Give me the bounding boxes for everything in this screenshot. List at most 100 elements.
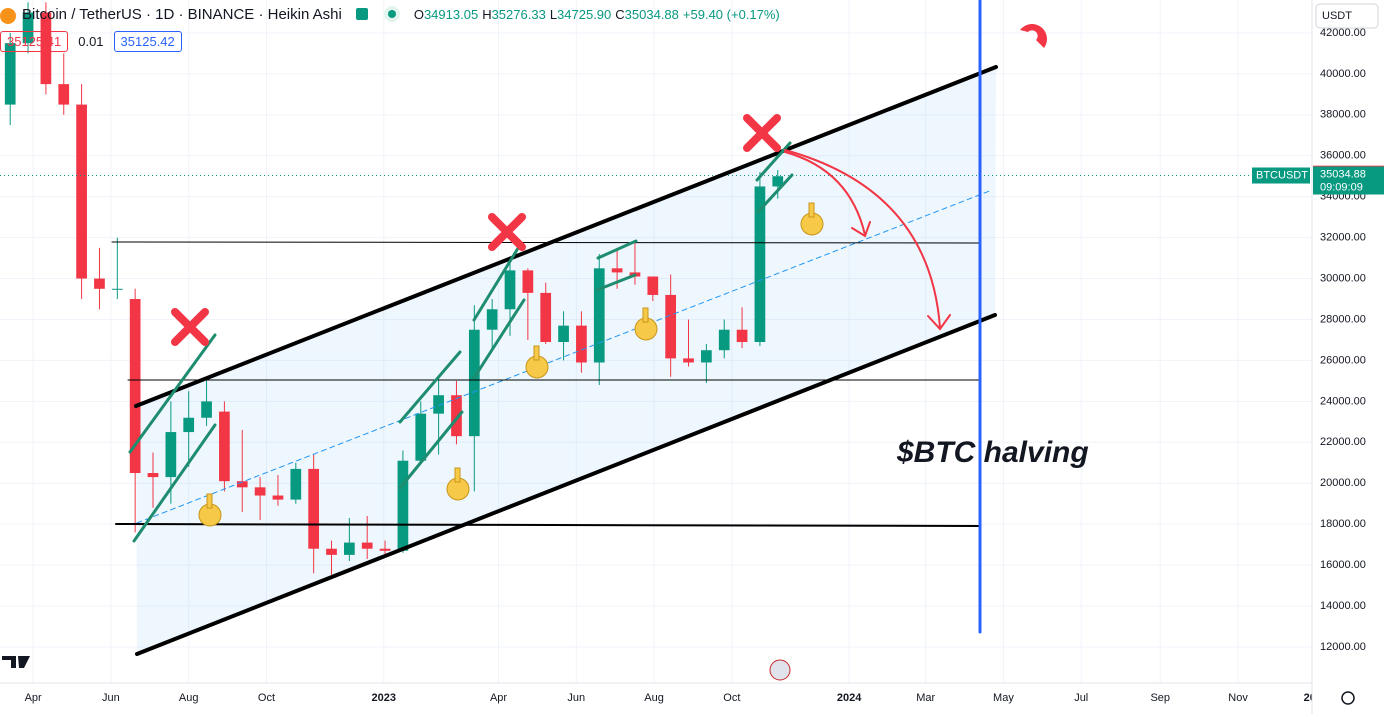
candle-body (361, 542, 373, 549)
x-tick-label: Nov (1228, 692, 1248, 704)
candle-body (147, 473, 159, 478)
candles (0, 2, 1312, 576)
candle-body (40, 12, 52, 85)
y-tick-label: 38000.00 (1320, 109, 1366, 121)
coin-icon (0, 8, 16, 24)
last-tag (1313, 166, 1384, 195)
mid-line (136, 189, 993, 524)
candle-body (593, 268, 605, 363)
candle-body (772, 176, 784, 187)
candle-body (754, 186, 766, 343)
candle-body (111, 288, 123, 290)
candle-body (558, 325, 569, 343)
ohlc-key: L (549, 6, 558, 22)
candle-body (22, 12, 34, 44)
ohlc: O34913.05 H35276.33 L34725.90 C35034.88 (414, 6, 683, 23)
y-tick-label: 18000.00 (1320, 518, 1366, 530)
candle-body (308, 468, 320, 549)
y-tick-label: 22000.00 (1320, 436, 1366, 448)
hand-icons (198, 202, 824, 527)
channel-top (134, 65, 998, 408)
change: +59.40 (+0.17%) (682, 6, 780, 22)
candle-body (611, 268, 623, 273)
candle-body (272, 495, 284, 500)
x-tick-label: Jul (1074, 692, 1088, 704)
candle-body (701, 350, 712, 363)
candle-body (665, 294, 677, 359)
y-tick-label: 16000.00 (1320, 559, 1366, 571)
x-tick-label: Jun (567, 692, 585, 704)
candle-body (219, 411, 230, 482)
y-tick-label: 12000.00 (1320, 641, 1366, 653)
ohlc-key: O (413, 6, 424, 22)
y-tick-label: 20000.00 (1320, 477, 1366, 489)
y-tick-label: 24000.00 (1320, 395, 1366, 407)
trend-lines (128, 141, 794, 543)
live-icon (383, 6, 400, 22)
spread: 0.01 (78, 34, 104, 49)
candle-body (76, 104, 87, 279)
x-tick-label: Aug (644, 692, 664, 704)
x-tick-label: Sep (1150, 692, 1170, 704)
x-tick-label: Oct (723, 692, 740, 704)
header: Bitcoin / TetherUS · 1D · BINANCE · Heik… (0, 0, 784, 28)
y-tick-label: 26000.00 (1320, 354, 1366, 366)
h-line (115, 523, 981, 527)
countdown: 09:09:09 (1320, 181, 1363, 193)
y-tick-label: 42000.00 (1320, 27, 1366, 39)
x-tick-label: Apr (25, 692, 42, 704)
candle-body (129, 299, 141, 474)
x-tick-label: Aug (179, 692, 199, 704)
candle-body (344, 542, 355, 555)
grid (0, 0, 1317, 683)
candle-body (397, 460, 409, 551)
x-tick-label: Apr (490, 692, 507, 704)
candle-body (165, 432, 177, 478)
arrows (784, 149, 951, 331)
y-tick-label: 14000.00 (1320, 600, 1366, 612)
candle-body (683, 358, 694, 363)
currency[interactable]: USDT (1322, 10, 1352, 22)
candle-body (504, 270, 516, 310)
symbol-tag: BTCUSDT (1256, 169, 1308, 181)
candle-body (58, 84, 70, 105)
crosses (171, 114, 781, 346)
drawings (2, 0, 1047, 681)
candle-body (415, 413, 427, 461)
x-tick-label: 2023 (372, 692, 396, 704)
flag-icon (769, 659, 791, 681)
ohlc-key: C (615, 6, 625, 22)
candle-body (94, 278, 105, 289)
candle-body (236, 481, 248, 488)
last-label: 35034.88 (1320, 168, 1366, 180)
y-tick-label: 30000.00 (1320, 272, 1366, 284)
candle-body (254, 487, 266, 496)
y-tick-label: 28000.00 (1320, 313, 1366, 325)
y-tick-label: 40000.00 (1320, 68, 1366, 80)
status-icon (355, 8, 368, 20)
candle-body (522, 270, 534, 293)
candle-body (290, 468, 302, 500)
ohlc-value: 35034.88 (624, 6, 679, 22)
x-axis: Apr Jun Aug Oct 2023 Apr Jun Aug Oct 2024 Mar May Ju… (0, 682, 1384, 704)
sell-price[interactable]: 35125.41 (0, 31, 69, 52)
x-tick-label: 2024 (837, 692, 862, 704)
y-tick-label: 36000.00 (1320, 150, 1366, 162)
settings-icon[interactable] (1341, 691, 1355, 705)
x-tick-label: Oct (258, 692, 275, 704)
buy-price[interactable]: 35125.42 (113, 31, 182, 52)
currency-button[interactable] (1315, 3, 1379, 29)
candle-body (647, 276, 659, 295)
candle-body (4, 43, 16, 105)
candle-body (736, 329, 748, 343)
ohlc-value: 34725.90 (557, 6, 612, 22)
candle-body (326, 548, 337, 555)
ohlc-value: 35276.33 (491, 6, 546, 22)
x-tick-label: Mar (916, 692, 935, 704)
candle-body (468, 329, 480, 437)
candle-body (718, 329, 730, 351)
magnet-icon (1020, 23, 1047, 48)
candle-body (201, 401, 212, 418)
